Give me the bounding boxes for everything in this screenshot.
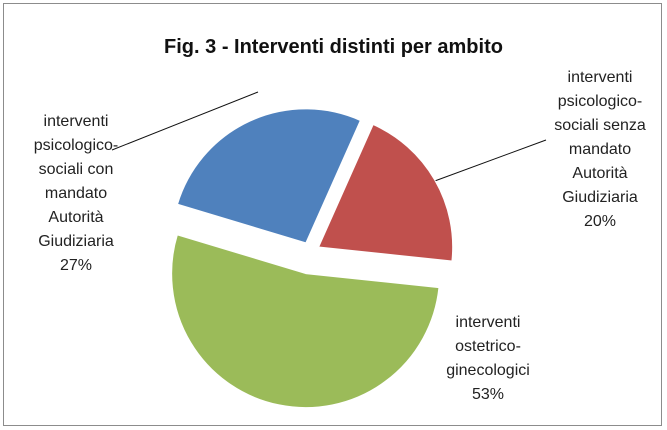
slice-label: interventi psicologico-sociali con manda… (24, 110, 128, 278)
value-label: 27% (59, 257, 93, 274)
leader-line (431, 139, 547, 183)
category-label: interventi psicologico-sociali senza man… (554, 69, 646, 206)
value-label: 20% (583, 213, 617, 230)
pie-slice (171, 234, 440, 409)
category-label: interventi ostetrico-ginecologici (446, 314, 530, 379)
value-label: 53% (471, 386, 505, 403)
chart-frame (3, 3, 662, 426)
chart-title: Fig. 3 - Interventi distinti per ambito (164, 36, 503, 58)
leader-line (111, 91, 259, 151)
pie-slice (176, 108, 362, 244)
pie-slice (317, 123, 454, 262)
slice-label: interventi ostetrico-ginecologici 53% (436, 311, 540, 407)
slice-label: interventi psicologico-sociali senza man… (548, 66, 652, 234)
category-label: interventi psicologico-sociali con manda… (33, 113, 119, 250)
